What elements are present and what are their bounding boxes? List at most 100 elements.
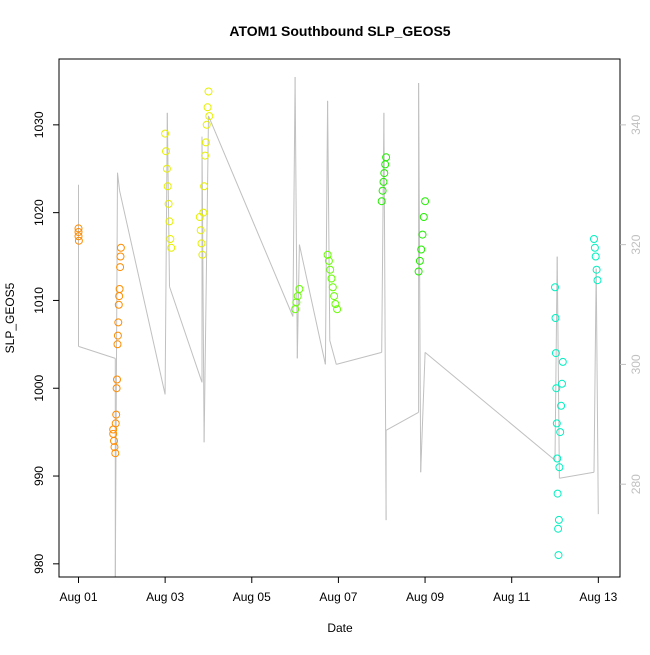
data-point xyxy=(198,250,207,259)
data-point xyxy=(554,515,563,524)
x-axis: Aug 01 Aug 03 Aug 05 Aug 07 Aug 09 Aug 11 Aug … xyxy=(59,576,618,604)
secondary-segment xyxy=(593,268,597,473)
data-point xyxy=(418,230,427,239)
data-point xyxy=(199,208,208,217)
data-point xyxy=(162,164,171,173)
x-axis-label: Date xyxy=(327,621,353,635)
data-point xyxy=(74,228,83,236)
data-point xyxy=(552,384,561,393)
data-point xyxy=(377,197,386,206)
data-point xyxy=(164,199,173,208)
data-point xyxy=(202,120,211,129)
data-point xyxy=(74,224,83,233)
secondary-segment xyxy=(292,76,296,317)
data-point xyxy=(110,436,118,445)
data-point xyxy=(113,340,122,349)
data-points-layer xyxy=(74,87,602,560)
data-point xyxy=(330,292,339,301)
data-point xyxy=(201,151,209,160)
y-tick-label: 1020 xyxy=(32,199,46,226)
secondary-segment xyxy=(385,411,419,431)
secondary-segment xyxy=(166,112,170,287)
data-point xyxy=(327,274,336,283)
secondary-segment xyxy=(556,256,560,479)
secondary-series-layer xyxy=(78,76,599,578)
x-tick-label: Aug 01 xyxy=(59,590,97,604)
data-point xyxy=(324,256,333,265)
data-point xyxy=(381,160,390,169)
secondary-segment xyxy=(164,112,168,395)
secondary-segment xyxy=(119,190,166,395)
x-tick-label: Aug 05 xyxy=(233,590,271,604)
secondary-segment xyxy=(117,172,121,191)
series-3 xyxy=(377,153,430,276)
data-point xyxy=(558,357,567,366)
x-tick-label: Aug 13 xyxy=(579,590,617,604)
data-point xyxy=(114,318,123,327)
secondary-segment xyxy=(554,256,558,461)
data-point xyxy=(328,283,337,292)
data-point xyxy=(378,186,387,195)
data-point xyxy=(112,410,121,419)
secondary-segment xyxy=(324,100,329,365)
y-tick-label: 980 xyxy=(32,553,46,573)
data-point xyxy=(165,217,174,226)
secondary-segment xyxy=(78,345,116,359)
secondary-segment xyxy=(208,115,294,317)
secondary-segment xyxy=(420,352,426,473)
data-point xyxy=(196,226,205,235)
secondary-segment xyxy=(114,172,118,578)
data-point xyxy=(382,153,391,162)
plot-frame xyxy=(58,58,621,578)
data-point xyxy=(204,87,213,96)
data-point xyxy=(115,285,124,293)
secondary-segment xyxy=(595,268,599,515)
data-point xyxy=(551,349,560,358)
secondary-segment xyxy=(327,100,331,341)
data-point xyxy=(331,300,340,308)
data-point xyxy=(203,103,212,112)
data-point xyxy=(590,235,598,243)
secondary-segment xyxy=(298,244,326,365)
data-point xyxy=(552,419,561,428)
chart-title: ATOM1 Southbound SLP_GEOS5 xyxy=(229,23,450,39)
y-axis-right: 280 300 320 340 xyxy=(620,115,643,494)
data-point xyxy=(556,428,565,437)
data-point xyxy=(593,276,602,285)
x-tick-label: Aug 11 xyxy=(493,590,530,604)
data-point xyxy=(200,182,209,191)
data-point xyxy=(555,463,564,472)
data-point xyxy=(323,250,332,259)
data-point xyxy=(551,314,560,322)
data-point xyxy=(415,256,424,265)
data-point xyxy=(379,177,388,186)
data-point xyxy=(116,243,125,252)
data-point xyxy=(417,245,426,254)
data-point xyxy=(592,265,601,274)
data-point xyxy=(292,298,301,307)
data-point xyxy=(558,379,566,388)
data-point xyxy=(554,524,563,533)
data-point xyxy=(554,551,563,560)
secondary-segment xyxy=(559,471,595,479)
y-tick-label: 1000 xyxy=(32,375,46,402)
data-point xyxy=(326,265,335,274)
data-point xyxy=(116,263,125,272)
data-point xyxy=(380,169,389,178)
data-point xyxy=(162,147,170,156)
data-point xyxy=(167,243,176,252)
y-axis-left: 980 990 1000 1010 1020 1030 xyxy=(32,111,59,574)
series-2 xyxy=(291,250,342,314)
data-point xyxy=(166,235,175,243)
secondary-segment xyxy=(201,136,205,443)
data-point xyxy=(557,401,566,410)
data-point xyxy=(197,239,206,248)
secondary-segment xyxy=(203,115,209,443)
secondary-segment xyxy=(169,286,203,383)
secondary-segment xyxy=(381,112,385,353)
secondary-segment xyxy=(329,340,337,365)
series-4 xyxy=(551,235,602,560)
y2-tick-label: 280 xyxy=(629,474,643,494)
data-point xyxy=(112,384,121,393)
